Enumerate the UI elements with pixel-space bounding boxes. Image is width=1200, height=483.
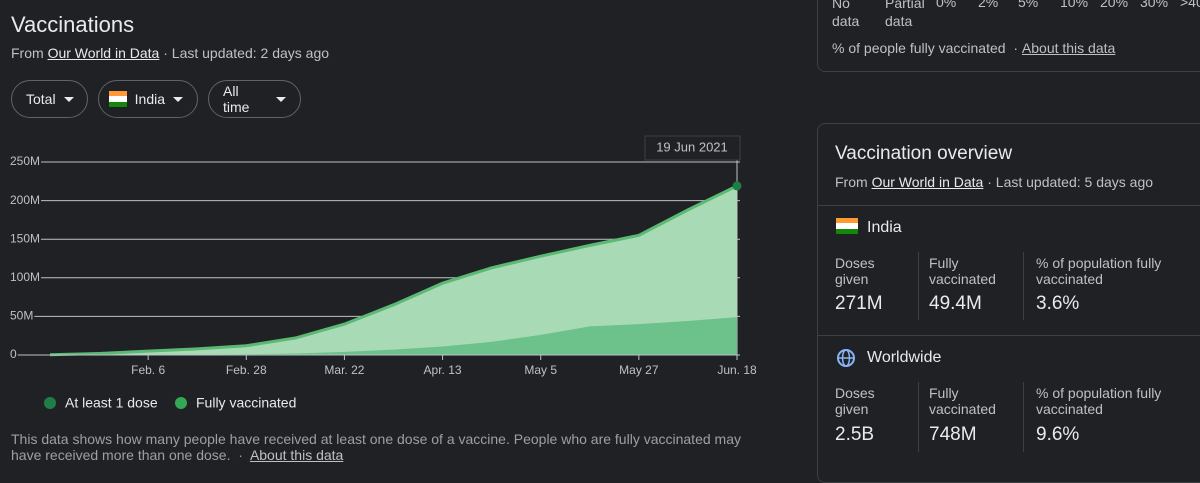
area: [50, 185, 737, 355]
source-suffix: · Last updated: 5 days ago: [987, 174, 1154, 190]
stat-label: % of population fully vaccinated: [1036, 385, 1162, 417]
map-legend-card: [817, 0, 1200, 72]
caret: [173, 96, 183, 102]
legend-label: Partial data: [885, 0, 925, 29]
stat-label: Doses given: [835, 255, 875, 287]
dropdown-label: India: [134, 91, 165, 107]
area: [50, 317, 737, 355]
stat-value: 9.6%: [1036, 424, 1080, 445]
overview-title: Vaccination overview: [835, 143, 1013, 164]
legend-label: 30%: [1140, 0, 1169, 10]
flag: [109, 91, 127, 107]
legend-label: No data: [832, 0, 860, 29]
legend-label: At least 1 dose: [65, 395, 158, 411]
legend-marker: [175, 397, 187, 409]
x-tick-label: May 5: [524, 363, 557, 377]
dropdown-label: Total: [26, 91, 56, 107]
region-dropdown[interactable]: India: [98, 80, 198, 118]
legend-label: 5%: [1018, 0, 1039, 10]
source-prefix: From: [835, 174, 868, 190]
tooltip-text: 19 Jun 2021: [656, 139, 728, 154]
caption-link[interactable]: About this data: [1021, 40, 1116, 56]
footnote: This data shows how many people have rec…: [11, 431, 741, 463]
divider: [818, 205, 1200, 206]
legend-label: Fully vaccinated: [196, 395, 296, 411]
end-point: [732, 181, 742, 191]
y-tick-label: 200M: [10, 193, 40, 207]
stat-label: Fully vaccinated: [929, 255, 996, 287]
region-name: India: [867, 219, 902, 236]
region-name: Worldwide: [867, 349, 942, 366]
chart: 19 Jun 2021 0 50M 100M 150M 200M 250M Feb. 6 Fe…: [10, 135, 757, 411]
stat-label: Doses given: [835, 385, 875, 417]
x-tick-label: Jun. 18: [717, 363, 757, 377]
footnote-link[interactable]: About this data: [249, 447, 344, 463]
title: Vaccinations: [11, 12, 135, 37]
source-prefix: From: [11, 45, 44, 61]
caret: [63, 96, 74, 102]
footnote-text: This data shows how many people have rec…: [11, 431, 741, 463]
dropdown-label: All time: [223, 83, 250, 115]
legend-marker: [44, 397, 56, 409]
source: From Our World in Data · Last updated: 2…: [11, 45, 329, 61]
source-link[interactable]: Our World in Data: [871, 174, 984, 190]
x-tick-label: Feb. 6: [131, 363, 165, 377]
y-tick-label: 0: [10, 347, 17, 361]
stat-value: 49.4M: [929, 293, 982, 314]
stat-value: 271M: [835, 293, 883, 314]
x-tick-label: Apr. 13: [424, 363, 462, 377]
page: {"header": {"title": "Vaccinations", "so…: [10, 0, 1200, 483]
legend-label: 10%: [1060, 0, 1089, 10]
y-tick-label: 250M: [10, 154, 40, 168]
flag: [836, 218, 858, 234]
divider: [918, 382, 919, 452]
y-tick-label: 100M: [10, 270, 40, 284]
caption-text: % of people fully vaccinated: [832, 40, 1006, 56]
x-tick-label: Feb. 28: [226, 363, 267, 377]
divider: [818, 335, 1200, 336]
tooltip-box: [644, 135, 741, 161]
stat-label: % of population fully vaccinated: [1036, 255, 1162, 287]
stat-label: Fully vaccinated: [929, 385, 996, 417]
metric-dropdown[interactable]: Total: [11, 80, 88, 118]
map-caption: % of people fully vaccinated · About thi…: [832, 40, 1116, 56]
source-suffix: · Last updated: 2 days ago: [163, 45, 330, 61]
y-tick-label: 150M: [10, 231, 40, 245]
caret: [276, 96, 286, 102]
y-tick-label: 50M: [10, 309, 33, 323]
source-link[interactable]: Our World in Data: [47, 45, 160, 61]
stat-value: 748M: [929, 424, 977, 445]
legend-label: 2%: [978, 0, 999, 10]
legend-label: >40%: [1180, 0, 1200, 10]
x-tick-label: Mar. 22: [324, 363, 364, 377]
time-dropdown[interactable]: All time: [208, 80, 301, 118]
divider: [1023, 382, 1024, 452]
legend-label: 0%: [936, 0, 957, 10]
area-line: [49, 184, 738, 357]
globe-icon: [837, 349, 855, 367]
divider: [918, 252, 919, 320]
legend-label: 20%: [1100, 0, 1129, 10]
overview-source: From Our World in Data · Last updated: 5…: [835, 174, 1153, 190]
stat-value: 2.5B: [835, 424, 875, 445]
stat-value: 3.6%: [1036, 293, 1080, 314]
x-tick-label: May 27: [619, 363, 659, 377]
divider: [1023, 252, 1024, 320]
